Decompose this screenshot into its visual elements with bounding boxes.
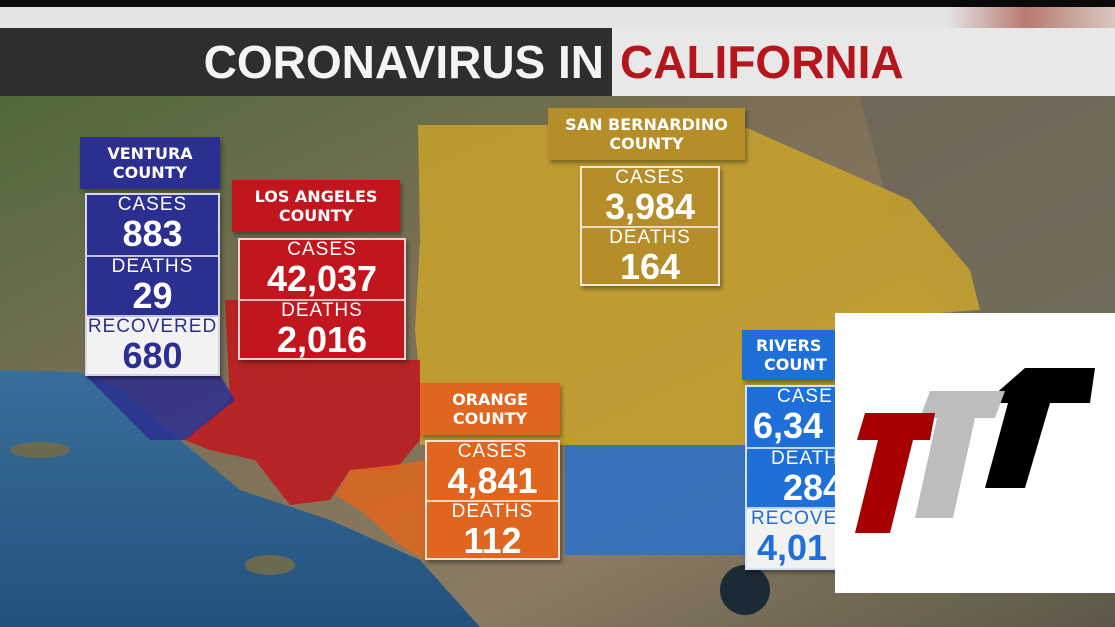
county-name: COUNTY	[112, 163, 188, 182]
lake	[720, 565, 770, 615]
cases-value: 4,841	[447, 460, 538, 501]
title-part-1: CORONAVIRUS IN	[0, 28, 612, 96]
deaths-value: 164	[619, 246, 681, 286]
top-band	[0, 7, 1115, 28]
orange-stats: CASES 4,841 DEATHS 112	[425, 440, 560, 560]
county-name: LOS ANGELES	[254, 187, 378, 206]
logo-t-grey	[915, 391, 1005, 518]
cases-value: 3,984	[604, 186, 696, 227]
county-name: RIVERS	[756, 336, 822, 355]
county-name: COUNTY	[278, 206, 354, 225]
deaths-value: 112	[463, 520, 522, 560]
ttt-logo-mark	[855, 368, 1095, 533]
county-name: COUNTY	[452, 409, 528, 428]
deaths-value: 2,016	[276, 319, 368, 360]
riverside-stats: CASE 6,34 DEATH 284 RECOVE 4,01	[745, 385, 843, 570]
logo-t-black	[985, 368, 1095, 488]
ocean	[0, 370, 480, 627]
san-bernardino-stats: CASES 3,984 DEATHS 164	[580, 166, 720, 286]
cases-value: 883	[122, 213, 183, 254]
county-name: ORANGE	[452, 390, 528, 409]
ventura-county-region	[85, 375, 235, 440]
cases-label: CASES	[287, 239, 357, 260]
los-angeles-county-header: LOS ANGELES COUNTY	[232, 180, 400, 232]
deaths-value: 29	[132, 275, 173, 316]
los-angeles-stats: CASES 42,037 DEATHS 2,016	[238, 238, 406, 360]
top-border	[0, 0, 1115, 7]
ttt-logo	[835, 313, 1115, 593]
ventura-county-header: VENTURA COUNTY	[80, 137, 220, 189]
county-name: COUNT	[764, 355, 827, 374]
san-bernardino-county-header: SAN BERNARDINO COUNTY	[548, 108, 745, 160]
recovered-value: 680	[122, 335, 183, 376]
deaths-label: DEATH	[771, 448, 839, 469]
recovered-value: 4,01	[757, 527, 828, 568]
recovered-label: RECOVERED	[87, 316, 218, 337]
deaths-label: DEATHS	[111, 256, 194, 277]
cases-value: 6,34	[753, 405, 824, 446]
cases-label: CASES	[457, 441, 528, 462]
county-name: SAN BERNARDINO	[565, 115, 728, 134]
deaths-label: DEATHS	[281, 300, 363, 321]
los-angeles-county-region	[185, 300, 420, 505]
deaths-value: 284	[783, 467, 843, 508]
riverside-county-region	[565, 445, 745, 555]
cases-label: CASES	[615, 167, 685, 188]
island	[245, 555, 295, 575]
deaths-label: DEATHS	[451, 501, 534, 522]
riverside-county-header: RIVERS COUNT	[742, 330, 842, 380]
recovered-label: RECOVE	[751, 508, 838, 529]
logo-t-red	[855, 413, 935, 533]
cases-label: CASE	[777, 386, 833, 407]
county-name: COUNTY	[609, 134, 684, 153]
island	[10, 442, 70, 458]
ventura-stats: CASES 883 DEATHS 29 RECOVERED 680	[85, 193, 220, 376]
title-part-2: CALIFORNIA	[612, 28, 1115, 96]
orange-county-region	[335, 460, 425, 560]
cases-value: 42,037	[266, 258, 378, 299]
deaths-label: DEATHS	[609, 227, 691, 248]
county-name: VENTURA	[107, 144, 193, 163]
orange-county-header: ORANGE COUNTY	[420, 383, 560, 435]
cases-label: CASES	[117, 194, 188, 215]
